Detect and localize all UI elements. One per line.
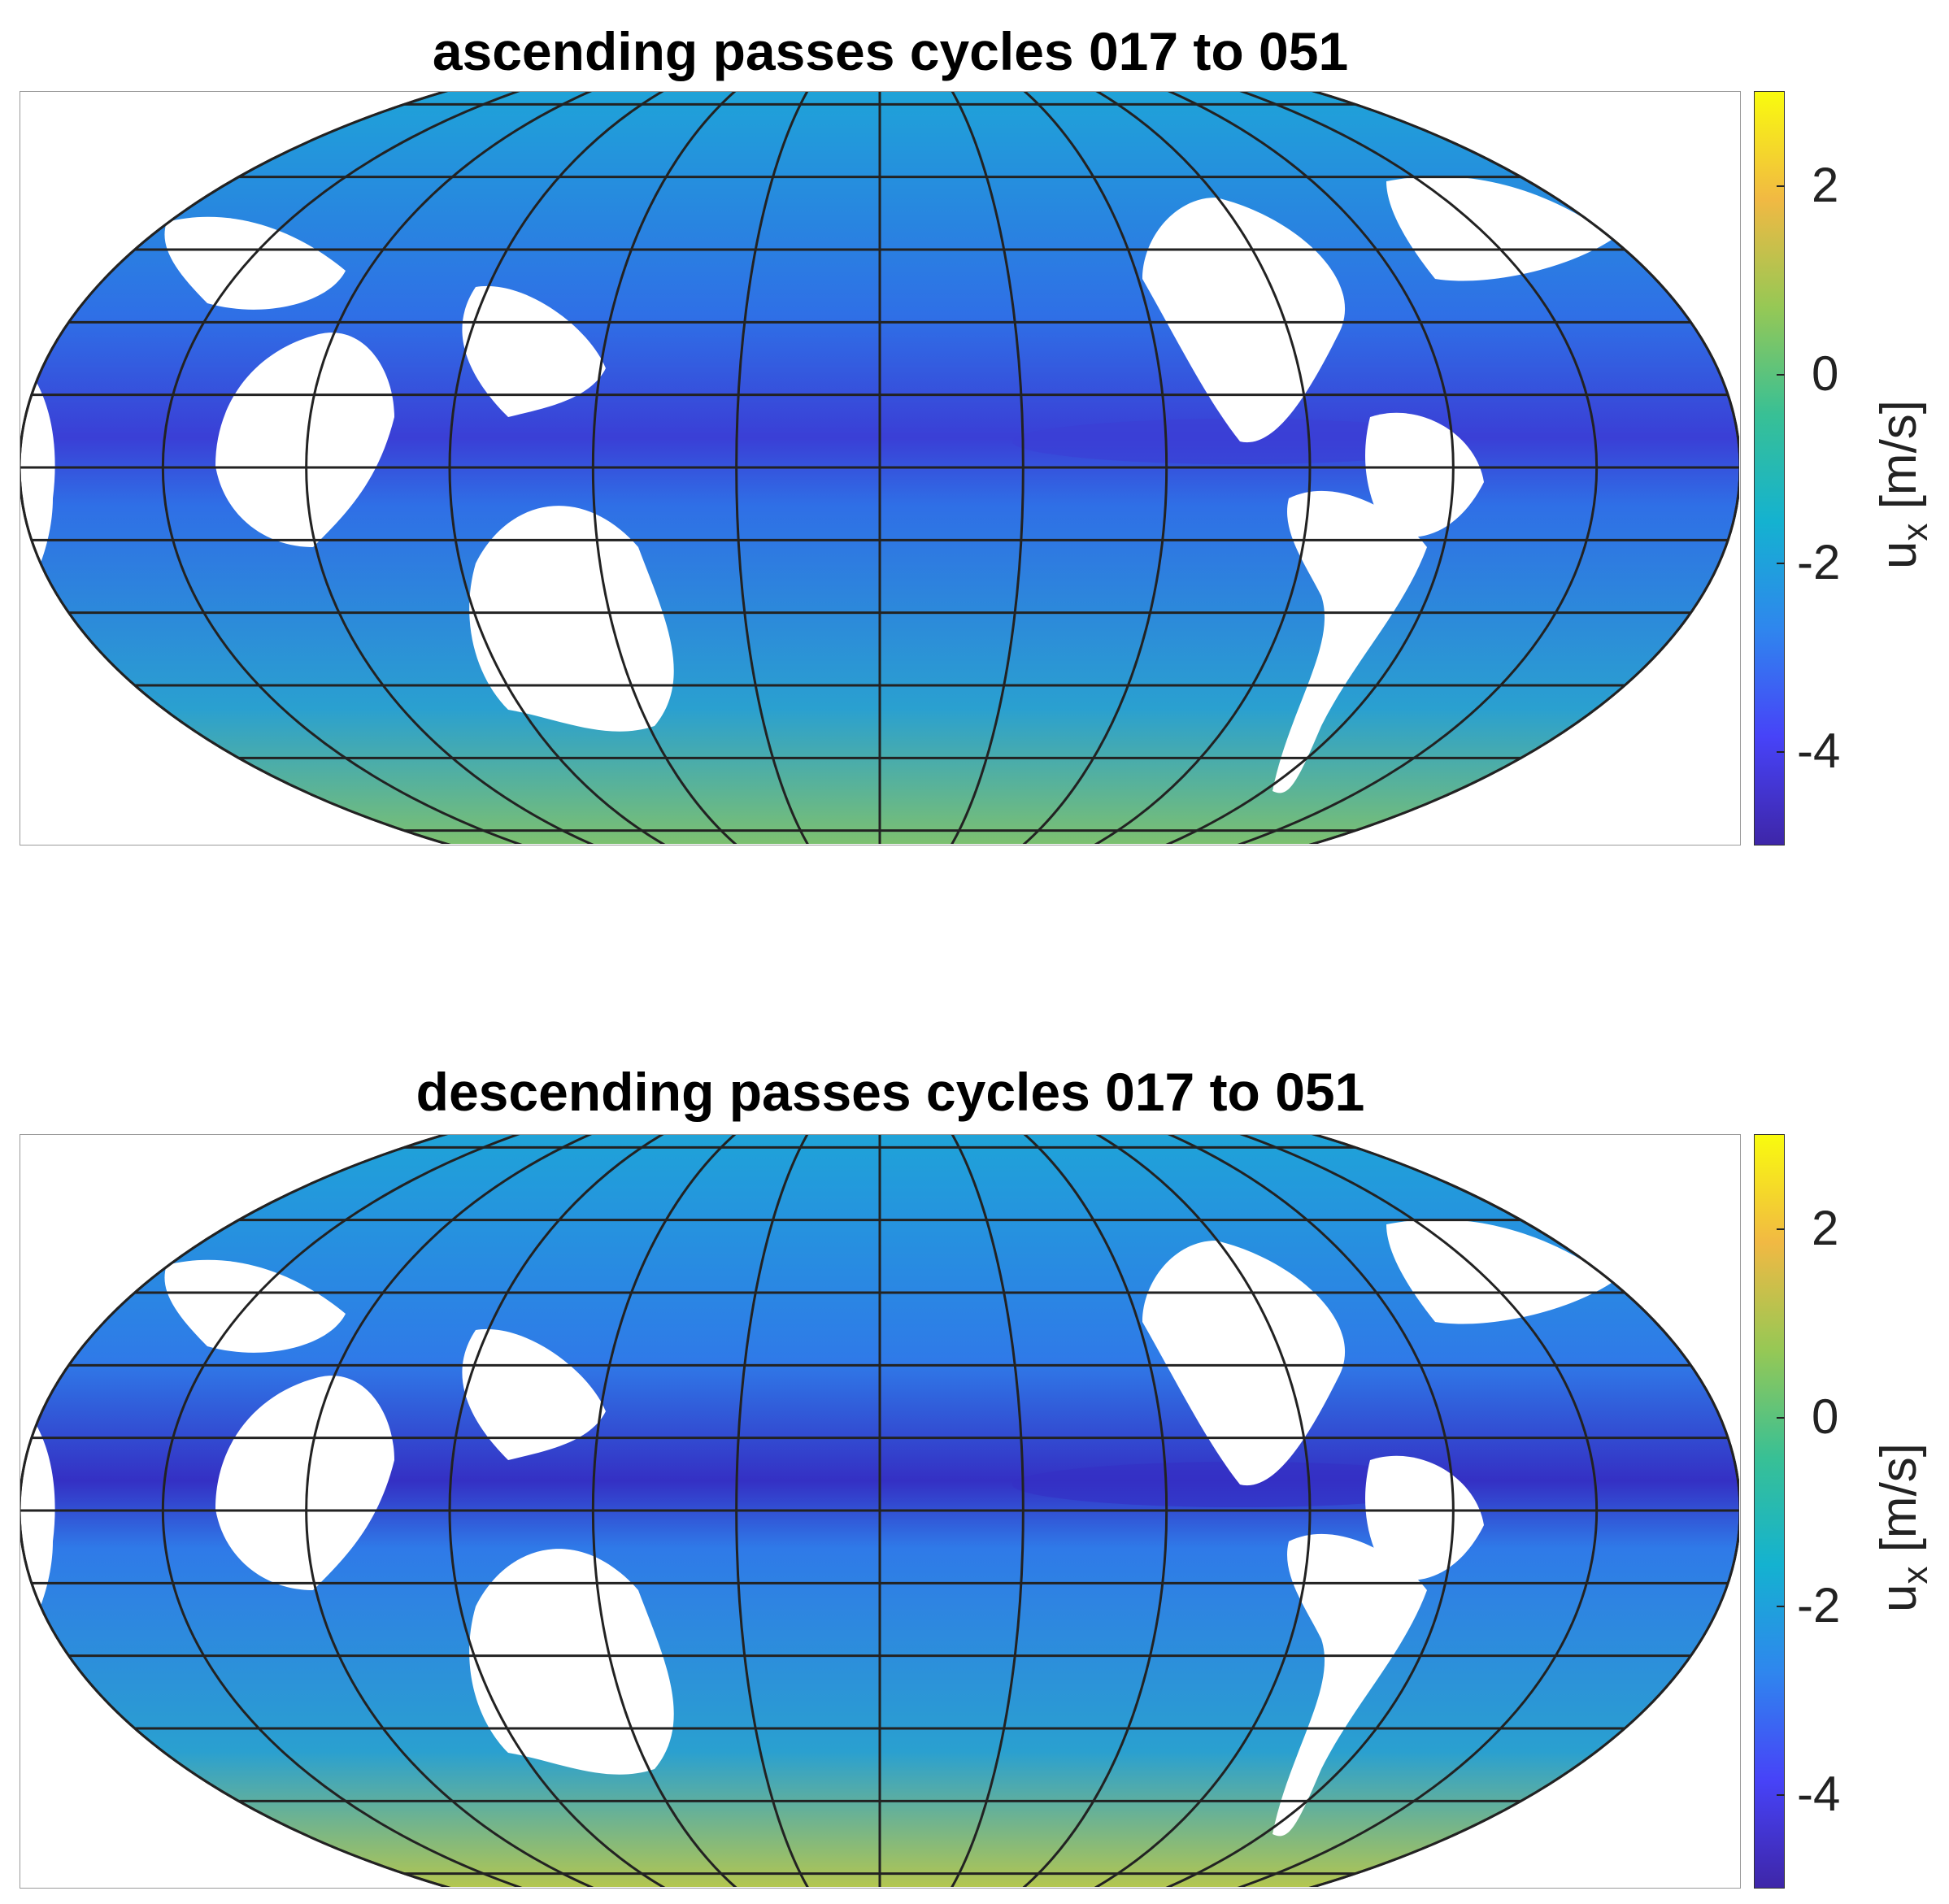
graticule-meridian	[591, 1135, 737, 1887]
land-mask	[469, 506, 674, 732]
land-mask	[164, 1259, 346, 1353]
colorbar-tick-mark	[1777, 374, 1785, 376]
colorbar-tick-mark	[1777, 1794, 1785, 1796]
colorbar-tick-label: 2	[1812, 158, 1839, 212]
land-mask	[462, 285, 606, 417]
land-mask	[462, 1328, 606, 1460]
panel-2-map	[20, 1134, 1741, 1889]
graticule-meridian	[448, 1135, 666, 1887]
land-mask	[1273, 1533, 1427, 1837]
graticule-meridian	[1094, 92, 1312, 844]
land-mask	[1365, 412, 1484, 537]
graticule-meridian	[1022, 1135, 1168, 1887]
graticule-meridian	[1022, 92, 1168, 844]
land-mask	[1273, 490, 1427, 793]
graticule-meridian	[305, 92, 594, 844]
land-mask	[1386, 176, 1614, 281]
graticule-meridian	[1237, 1135, 1599, 1887]
graticule-meridian	[591, 92, 737, 844]
graticule-meridian	[161, 92, 523, 844]
graticule-meridian	[951, 1135, 1025, 1887]
graticule-meridian	[1165, 1135, 1455, 1887]
world-map-svg	[20, 1135, 1739, 1887]
colorbar-tick-mark	[1777, 185, 1785, 187]
graticule-meridian	[1094, 1135, 1312, 1887]
colorbar-tick-mark	[1777, 1417, 1785, 1419]
graticule-meridian	[448, 92, 666, 844]
graticule-meridian	[1237, 92, 1599, 844]
colorbar-tick-label: 0	[1812, 1389, 1839, 1444]
graticule-meridian	[951, 92, 1025, 844]
graticule-meridian	[735, 1135, 809, 1887]
colorbar-tick-mark	[1777, 1606, 1785, 1607]
panel-1-map	[20, 91, 1741, 845]
colorbar-tick-label: -4	[1797, 1767, 1841, 1821]
colorbar-tick-label: 2	[1812, 1201, 1839, 1255]
land-mask	[215, 333, 394, 547]
land-mask	[469, 1549, 674, 1775]
graticule-meridian	[305, 1135, 594, 1887]
land-mask	[164, 216, 346, 310]
colorbar-tick-mark	[1777, 1228, 1785, 1230]
panel-1-colorbar	[1754, 91, 1785, 845]
colorbar-tick-label: -4	[1797, 724, 1841, 778]
colorbar-tick-mark	[1777, 563, 1785, 564]
land-mask	[1365, 1455, 1484, 1580]
graticule-meridian	[161, 1135, 523, 1887]
panel-1-title: ascending passes cycles 017 to 051	[432, 21, 1349, 81]
colorbar-tick-label: 0	[1812, 346, 1839, 401]
land-mask	[1386, 1219, 1614, 1324]
world-map-svg	[20, 92, 1739, 844]
panel-1-colorbar-label: ux [m/s]	[1871, 399, 1935, 569]
colorbar-tick-label: -2	[1797, 1578, 1841, 1632]
graticule-meridian	[735, 92, 809, 844]
panel-2-colorbar	[1754, 1134, 1785, 1889]
colorbar-tick-label: -2	[1797, 535, 1841, 589]
colorbar-tick-mark	[1777, 751, 1785, 753]
land-mask	[1142, 198, 1346, 443]
land-mask	[215, 1376, 394, 1590]
panel-2-colorbar-label: ux [m/s]	[1871, 1442, 1935, 1612]
panel-2-title: descending passes cycles 017 to 051	[415, 1062, 1365, 1122]
graticule-meridian	[1165, 92, 1455, 844]
land-mask	[1142, 1241, 1346, 1486]
